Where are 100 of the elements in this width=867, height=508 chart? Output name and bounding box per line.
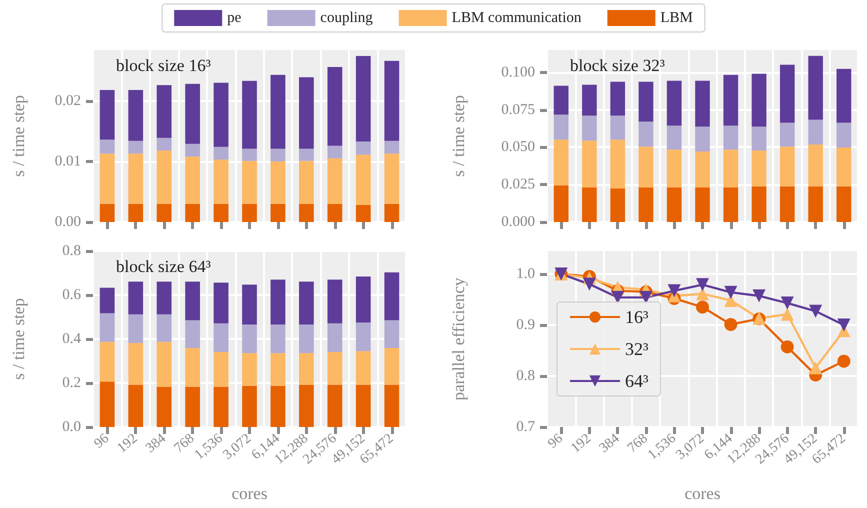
bar [270,386,286,427]
point [724,318,738,331]
bar [100,313,115,342]
bar [384,272,400,320]
bar [270,74,286,149]
bar [327,323,342,352]
bar [808,144,823,186]
x-axis-title: cores [684,484,720,503]
bar [836,68,852,123]
bar [242,204,257,222]
y-tick-label: 0.075 [501,102,535,118]
bar [299,148,314,161]
x-tick-label: 384 [143,431,169,456]
y-tick-label: 0.6 [62,287,82,303]
bar [100,90,115,140]
bar [214,82,228,147]
bar [695,152,710,188]
bar [554,86,568,115]
point [668,284,681,298]
bar [156,314,172,342]
bar [214,160,228,204]
bar [270,324,286,354]
bar [384,140,400,154]
point [837,354,850,368]
bar [156,85,172,138]
bar [185,348,200,387]
point [780,308,794,321]
bar [610,140,626,188]
y-tick-label: 0.4 [62,331,82,347]
bar [554,114,568,140]
bar [299,204,314,222]
bar [582,140,597,188]
bar [100,140,115,154]
bar [384,384,400,427]
legend-label: LBM [660,10,693,26]
bar [356,154,371,206]
legend-label: coupling [320,10,374,26]
bar [214,146,228,160]
bar [128,342,144,385]
bar [128,154,144,204]
bar [356,205,371,222]
y-axis-title: s / time step [449,95,468,177]
bar [638,187,654,222]
bar [270,353,286,386]
bar [808,56,823,120]
bar [214,204,228,222]
bar [554,140,568,186]
bar [327,146,342,158]
y-tick-label: 0.8 [62,243,81,259]
bar [270,204,286,222]
bar [752,126,766,151]
y-tick-label: 0.7 [516,419,536,435]
bar [723,150,738,188]
bar [156,386,172,427]
bar [128,384,144,427]
bar [356,141,371,155]
y-tick-label: 0.100 [501,64,535,80]
bar [100,204,115,222]
y-tick-label: 0.00 [54,214,81,230]
legend-label: LBM communication [452,10,582,26]
y-axis-title: s / time step [9,298,28,380]
x-tick-label: 384 [596,431,623,456]
bar [128,90,144,141]
bar [554,186,568,222]
bar [100,382,115,427]
bar [185,84,200,144]
bar [695,187,710,222]
bar [156,342,172,387]
bar [242,160,257,204]
bar [128,204,144,222]
bar [299,324,314,354]
bar [185,156,200,204]
bar [156,138,172,151]
bar [780,146,795,186]
bar [666,187,682,222]
y-tick-label: 0.000 [501,214,535,230]
point [639,290,652,304]
bar [299,282,314,324]
bar [384,204,400,222]
bar [185,320,200,348]
bar [327,66,342,146]
bar [270,280,286,324]
bar [695,80,710,127]
bar [808,186,823,222]
bar [242,80,257,149]
bar [780,186,795,222]
bar [327,352,342,385]
y-tick-label: 0.050 [501,139,535,156]
bar [384,154,400,204]
bar [638,122,654,147]
chart-title: block size 64³ [116,257,211,276]
bar [666,80,682,126]
bar [752,74,766,127]
bar [808,120,823,145]
legend-label: 32³ [625,339,649,359]
bar [128,314,144,343]
bar [356,351,371,385]
point [696,278,709,292]
y-tick-label: 0.025 [501,176,535,193]
bar [185,204,200,222]
